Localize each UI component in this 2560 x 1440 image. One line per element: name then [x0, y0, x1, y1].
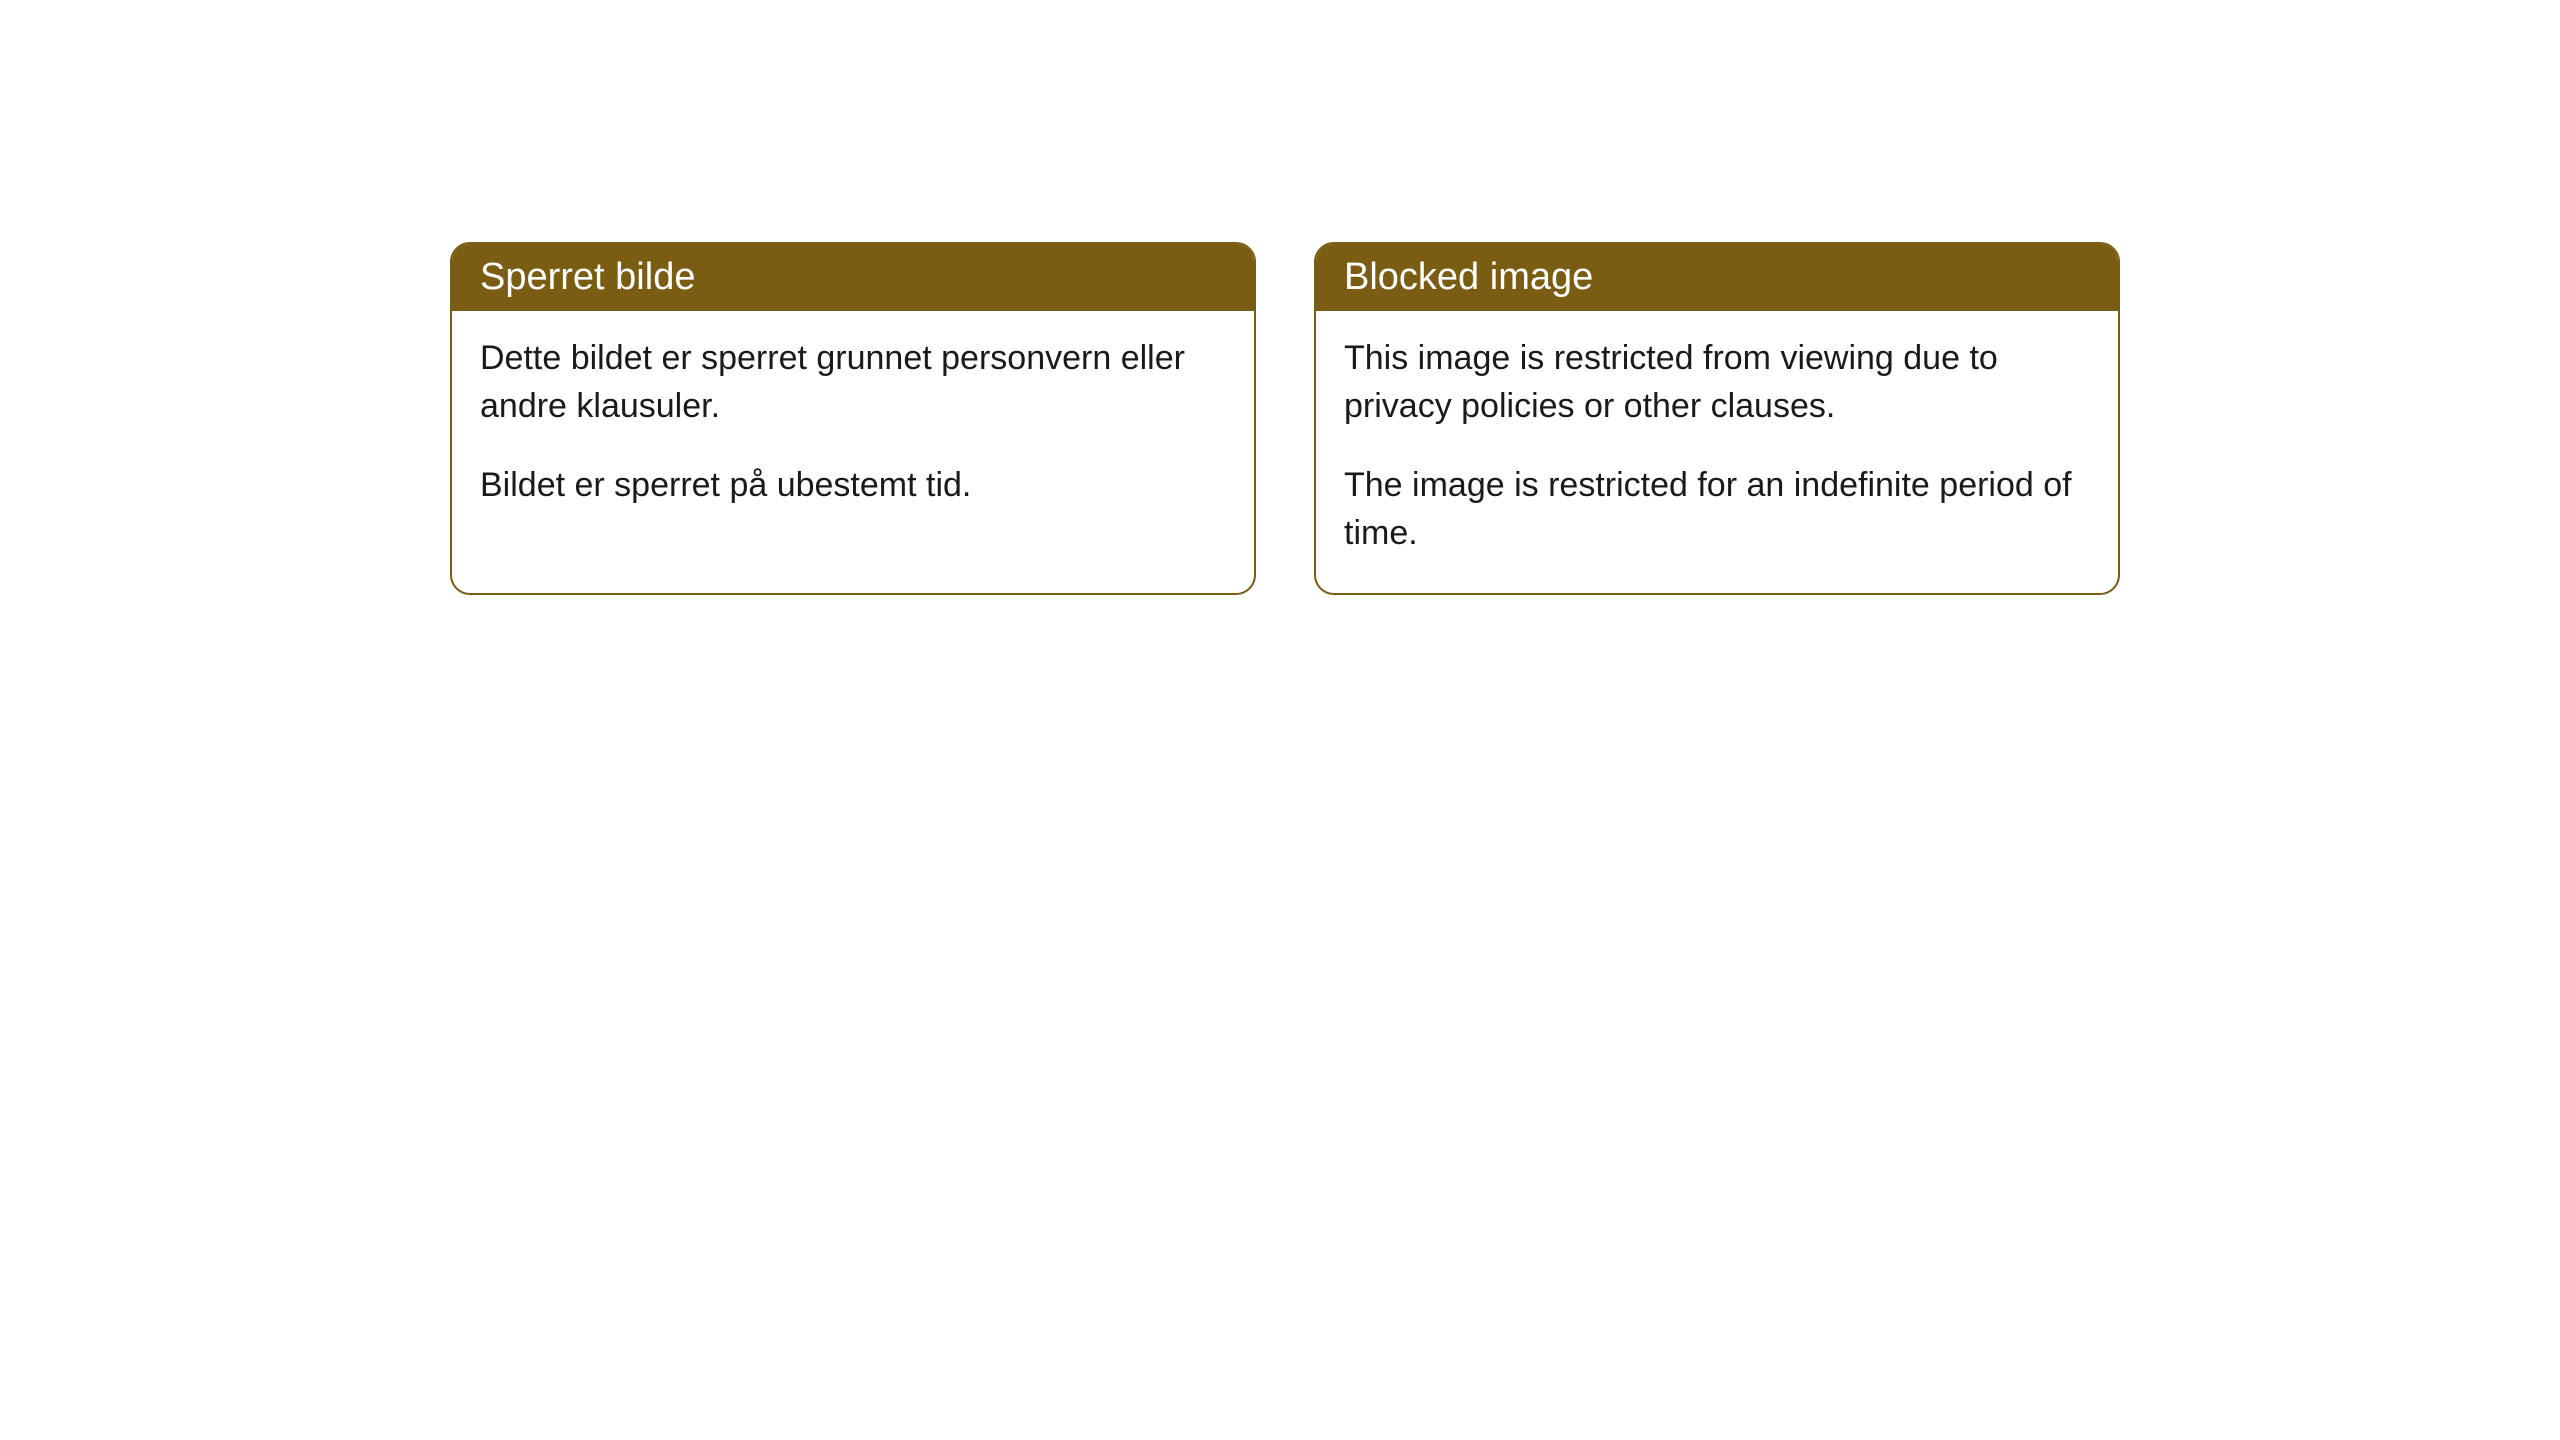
- card-paragraph-nb-1: Dette bildet er sperret grunnet personve…: [480, 335, 1226, 430]
- card-body-nb: Dette bildet er sperret grunnet personve…: [452, 311, 1254, 546]
- card-paragraph-nb-2: Bildet er sperret på ubestemt tid.: [480, 462, 1226, 510]
- card-body-en: This image is restricted from viewing du…: [1316, 311, 2118, 593]
- notice-container: Sperret bilde Dette bildet er sperret gr…: [0, 0, 2560, 595]
- blocked-image-card-en: Blocked image This image is restricted f…: [1314, 242, 2120, 595]
- card-header-en: Blocked image: [1316, 244, 2118, 311]
- card-title-nb: Sperret bilde: [480, 256, 695, 298]
- blocked-image-card-nb: Sperret bilde Dette bildet er sperret gr…: [450, 242, 1256, 595]
- card-header-nb: Sperret bilde: [452, 244, 1254, 311]
- card-title-en: Blocked image: [1344, 256, 1593, 298]
- card-paragraph-en-1: This image is restricted from viewing du…: [1344, 335, 2090, 430]
- card-paragraph-en-2: The image is restricted for an indefinit…: [1344, 462, 2090, 557]
